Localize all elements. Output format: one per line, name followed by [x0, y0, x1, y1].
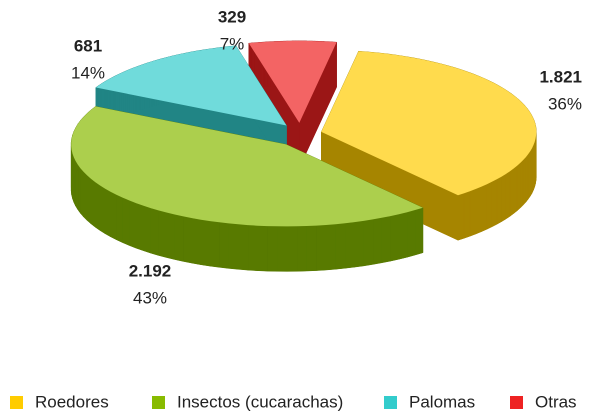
slice-side: [354, 220, 364, 268]
value-label: 329: [218, 7, 246, 26]
slice-side: [296, 225, 307, 272]
value-label: 1.821: [539, 67, 582, 86]
slice-top: [321, 51, 537, 196]
slice-side: [104, 188, 111, 238]
slice-side: [77, 163, 81, 214]
slice-side: [381, 215, 391, 264]
slice-side: [150, 207, 159, 256]
slice-side: [276, 226, 288, 272]
slice-side: [516, 162, 521, 212]
slice: [321, 50, 537, 241]
slice-side: [209, 220, 220, 268]
slice: [70, 105, 424, 272]
slice-side: [94, 181, 101, 231]
legend-swatch: [384, 396, 397, 409]
slice-side: [475, 186, 482, 235]
slice-side: [414, 207, 424, 256]
slice-side: [128, 200, 137, 249]
slice-side: [166, 212, 175, 260]
slice-side: [496, 176, 502, 225]
slice-side: [142, 205, 151, 254]
slice-side: [509, 168, 514, 217]
legend-swatch: [10, 396, 23, 409]
slice-side: [247, 224, 258, 271]
slice-side: [90, 178, 96, 228]
slice-side: [257, 225, 268, 272]
slice: [248, 40, 337, 169]
slice-side: [363, 219, 374, 267]
slice-side: [316, 224, 327, 271]
slice-side: [286, 226, 298, 272]
slice-side: [522, 156, 527, 206]
slice-side: [390, 213, 400, 262]
slice-side: [481, 183, 488, 232]
slice-side: [372, 217, 382, 265]
slice-side: [525, 153, 529, 203]
legend-swatch: [510, 396, 523, 409]
slice-side: [325, 223, 336, 271]
legend-label: Insectos (cucarachas): [177, 392, 343, 411]
slice-side: [200, 219, 211, 267]
slice-side: [110, 191, 117, 241]
legend-label: Roedores: [35, 392, 109, 411]
slice-side: [520, 159, 524, 209]
slice-side: [228, 223, 239, 270]
slice-side: [469, 188, 477, 237]
legend-label: Palomas: [409, 392, 475, 411]
slice-side: [486, 181, 493, 230]
slice-side: [501, 173, 506, 223]
slice-side: [237, 224, 249, 271]
value-label: 681: [74, 36, 102, 55]
percentage-label: 7%: [220, 34, 245, 53]
slice-side: [491, 178, 498, 228]
legend-swatch: [152, 396, 165, 409]
percentage-label: 14%: [71, 63, 105, 82]
slice-side: [219, 222, 229, 269]
slice-side: [306, 225, 317, 272]
legend-label: Otras: [535, 392, 577, 411]
slice-top: [71, 106, 423, 227]
slice-side: [191, 217, 202, 265]
slice-side: [267, 225, 278, 272]
percentage-label: 43%: [133, 288, 167, 307]
slice-side: [158, 210, 167, 258]
slice-side: [335, 222, 346, 270]
slice-side: [174, 214, 184, 262]
slice-side: [513, 165, 518, 215]
slice-side: [344, 221, 355, 269]
slice-side: [86, 174, 92, 225]
slice-side: [463, 190, 471, 239]
slice-side: [116, 194, 123, 243]
slice-top: [248, 40, 337, 123]
slice-side: [457, 192, 465, 241]
slice-side: [398, 211, 408, 260]
slice-side: [122, 197, 130, 246]
percentage-label: 36%: [548, 94, 582, 113]
value-label: 2.192: [129, 261, 172, 280]
slice-side: [135, 202, 144, 251]
slice-side: [83, 171, 88, 221]
slice-side: [530, 147, 533, 198]
slice-side: [183, 216, 193, 264]
slice-side: [527, 150, 531, 200]
slice-side: [80, 167, 84, 218]
slice-side: [505, 170, 511, 220]
slice-side: [406, 209, 416, 258]
slice-side: [99, 184, 106, 235]
slice-top: [95, 45, 287, 126]
